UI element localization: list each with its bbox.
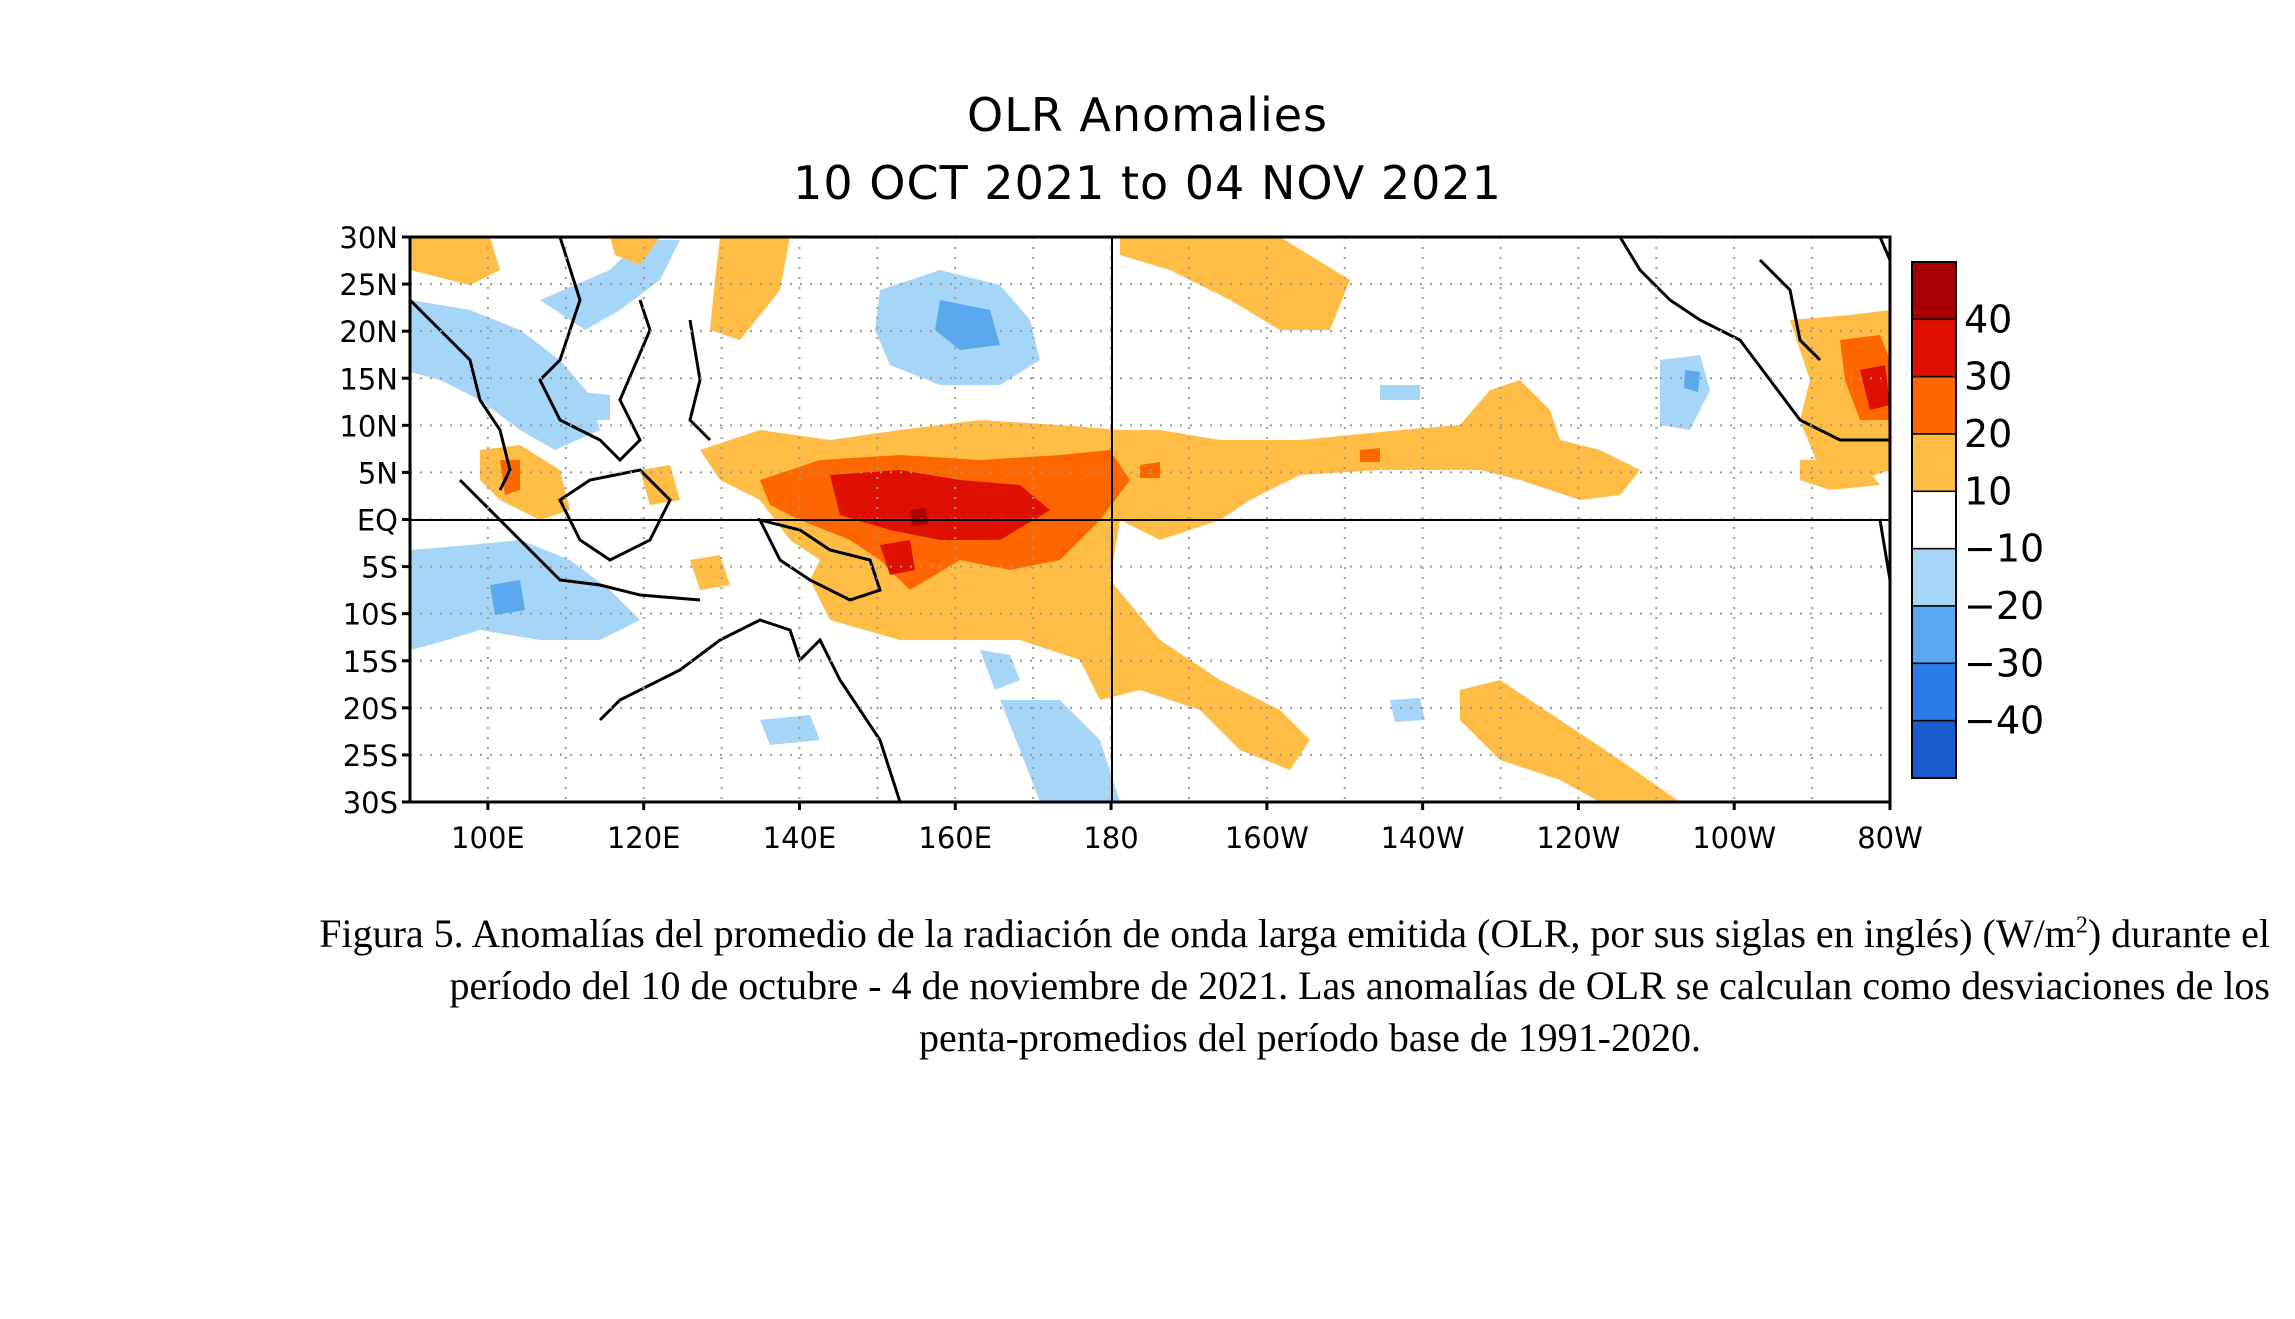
lat-tick-label: 25N [339,268,398,302]
legend-swatch [1911,605,1957,665]
lat-tick-label: 10S [343,598,398,632]
grid-lines [410,237,1890,802]
legend-frame [1911,261,1957,779]
lon-tick-label: 140W [1381,821,1465,855]
map-title: OLR Anomalies [966,88,1328,142]
lat-tick-label: 20N [339,315,398,349]
map-subtitle: 10 OCT 2021 to 04 NOV 2021 [793,156,1502,210]
lon-tick-label: 180 [1083,821,1138,855]
legend-label: −20 [1964,584,2044,628]
lat-tick-label: 5S [361,551,398,585]
lon-tick-label: 120W [1536,821,1620,855]
lat-tick-label: 25S [343,739,398,773]
lat-tick-label: EQ [357,504,398,538]
caption-line-1a: Figura 5. Anomalías del promedio de la r… [319,911,2076,956]
legend-swatch [1911,261,1957,321]
lon-tick-label: 80W [1857,821,1923,855]
lon-tick-label: 100W [1692,821,1776,855]
longitude-axis: 100E 120E 140E 160E 180 160W 140W 120W 100W 80W [451,802,1923,855]
legend-label: −40 [1964,699,2044,743]
lat-tick-label: 20S [343,692,398,726]
lat-tick-label: 30S [343,786,398,820]
legend-swatch [1911,375,1957,435]
legend-label: 10 [1964,469,2012,513]
legend-label: 20 [1964,412,2012,456]
legend-label: 40 [1964,297,2012,341]
lat-tick-label: 5N [358,456,398,490]
latitude-axis: 30N 25N 20N 15N 10N 5N EQ 5S 10S 15S 20S 25S 30S [339,221,410,820]
legend-swatch [1911,547,1957,607]
lat-tick-label: 30N [339,221,398,255]
lon-tick-label: 140E [763,821,837,855]
legend-swatch [1911,433,1957,493]
legend-swatch [1911,719,1957,779]
legend-label: 30 [1964,355,2012,399]
color-legend: 40 30 20 10 −10 −20 −30 −40 [1911,261,2044,779]
lat-tick-label: 15S [343,645,398,679]
lon-tick-label: 100E [451,821,525,855]
legend-label: −10 [1964,527,2044,571]
caption-superscript: 2 [2075,912,2088,939]
legend-swatch [1911,318,1957,378]
caption-line-1b: ) durante el [2087,911,2270,956]
lat-tick-label: 15N [339,362,398,396]
lat-tick-label: 10N [339,409,398,443]
legend-swatch [1911,490,1957,550]
lon-tick-label: 160E [918,821,992,855]
olr-anomaly-map: 30N 25N 20N 15N 10N 5N EQ 5S 10S 15S 20S 25S 30S 100… [339,221,2044,855]
caption-line-2: período del 10 de octubre - 4 de noviemb… [449,963,2270,1008]
lon-tick-label: 160W [1225,821,1309,855]
legend-label: −30 [1964,641,2044,685]
caption-line-3: penta-promedios del período base de 1991… [918,1015,1701,1060]
legend-swatch [1911,662,1957,722]
lon-tick-label: 120E [607,821,681,855]
figure-caption: Figura 5. Anomalías del promedio de la r… [20,908,2270,1064]
